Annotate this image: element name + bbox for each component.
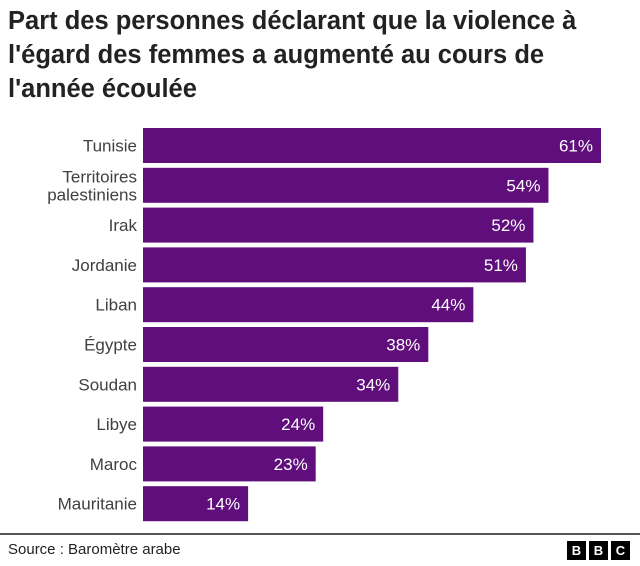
category-label: Égypte (84, 336, 137, 355)
category-label: Territoires palestiniens (47, 167, 137, 204)
bar-value-label: 14% (206, 495, 240, 514)
bar-value-label: 38% (386, 336, 420, 355)
source-note: Source : Baromètre arabe (8, 541, 181, 558)
bar (143, 167, 549, 203)
category-label: Liban (95, 296, 137, 315)
footer-divider (0, 533, 640, 535)
bar-value-label: 23% (274, 455, 308, 474)
category-label: Mauritanie (58, 495, 137, 514)
bar (143, 287, 474, 323)
bar-value-label: 52% (491, 216, 525, 235)
bar-value-label: 24% (281, 415, 315, 434)
category-label: Libye (96, 415, 137, 434)
bar-value-label: 34% (356, 375, 390, 394)
category-label: Jordanie (72, 256, 137, 275)
bar-value-label: 54% (506, 176, 540, 195)
category-label: Maroc (90, 455, 138, 474)
chart-title: Part des personnes déclarant que la viol… (8, 7, 577, 103)
bar (143, 446, 316, 482)
bar (143, 406, 324, 442)
bar-chart: 61% Tunisie 54% Territoires palestiniens 52% I… (47, 128, 601, 522)
bar-value-label: 61% (559, 137, 593, 156)
bar-value-label: 44% (431, 296, 465, 315)
bar (143, 247, 526, 283)
category-label: Irak (109, 216, 138, 235)
category-label: Tunisie (83, 137, 137, 156)
bar (143, 327, 429, 362)
bar (143, 128, 601, 163)
bar (143, 486, 249, 522)
bar (143, 207, 534, 243)
category-label: Soudan (78, 375, 137, 394)
bar (143, 366, 399, 402)
bar-value-label: 51% (484, 256, 518, 275)
